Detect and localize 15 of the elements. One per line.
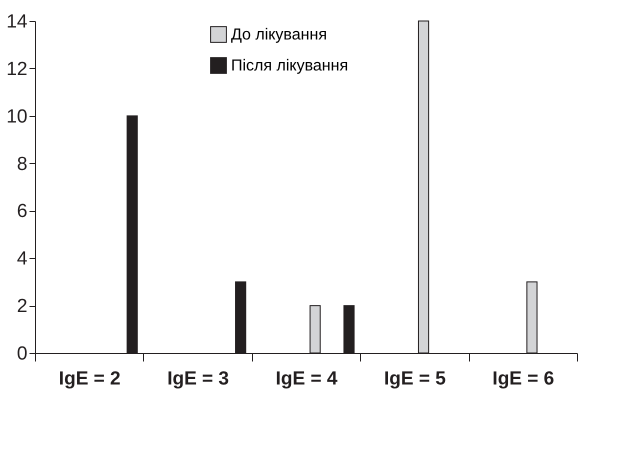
x-tick-label: IgE = 2 [58,368,121,390]
y-tick-label: 6 [16,201,28,222]
legend-label: До лікування [231,26,327,44]
x-tick-label: IgE = 4 [276,368,338,390]
y-tick-label: 4 [16,248,28,270]
y-tick-label: 2 [16,296,28,318]
x-tick-label: IgE = 5 [384,368,446,390]
y-tick-label: 12 [6,58,28,80]
x-tick-label: IgE = 6 [492,368,554,390]
y-tick-label: 10 [6,106,28,128]
legend-label: Після лікування [231,58,348,74]
y-tick-label: 14 [6,12,28,32]
y-tick-label: 0 [16,344,28,364]
y-tick-label: 8 [16,154,28,175]
x-tick-label: IgE = 3 [167,368,229,390]
